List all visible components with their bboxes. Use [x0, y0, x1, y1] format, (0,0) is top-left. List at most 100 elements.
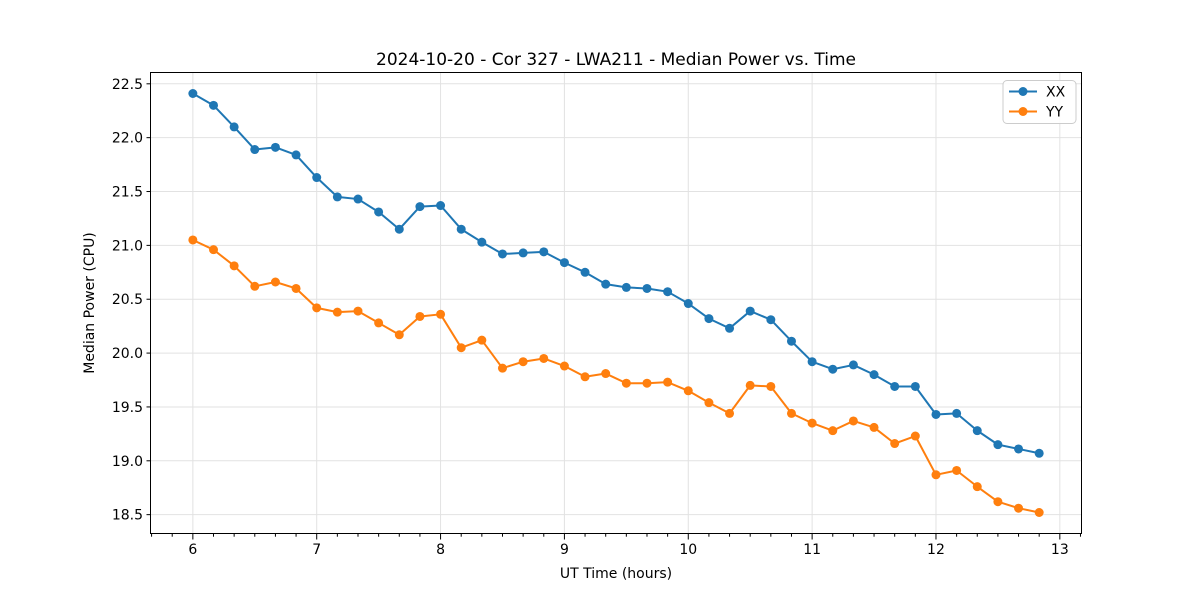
data-point-xx	[972, 426, 982, 436]
data-point-xx	[642, 283, 652, 293]
data-point-xx	[766, 315, 776, 325]
y-tick-label: 19.0	[112, 454, 143, 470]
legend-entry-xx: XX	[1009, 85, 1066, 101]
data-point-yy	[601, 369, 611, 379]
data-point-yy	[580, 372, 590, 382]
data-point-yy	[869, 422, 879, 432]
data-point-xx	[291, 150, 301, 160]
y-tick-label: 19.5	[112, 400, 143, 416]
y-axis-label: Median Power (CPU)	[82, 232, 98, 374]
data-point-xx	[1014, 444, 1024, 454]
data-point-xx	[270, 142, 280, 152]
data-point-xx	[229, 122, 239, 132]
x-tick-label: 6	[188, 542, 197, 558]
data-point-xx	[786, 336, 796, 346]
data-point-xx	[518, 248, 528, 258]
data-point-yy	[518, 357, 528, 367]
data-point-yy	[188, 235, 198, 245]
data-point-yy	[931, 470, 941, 480]
data-point-yy	[539, 353, 549, 363]
data-point-xx	[250, 145, 260, 155]
data-point-yy	[848, 416, 858, 426]
data-point-yy	[332, 307, 342, 317]
legend: XX YY	[1002, 80, 1077, 124]
data-point-yy	[1014, 503, 1024, 513]
data-point-yy	[415, 311, 425, 321]
data-point-yy	[250, 281, 260, 291]
data-point-xx	[807, 357, 817, 367]
tick-layer: 6 7 8 9 10 11 12 13 18.5 19.0 19.5 20.0 20.5 21.0 21.5…	[112, 77, 1081, 558]
x-tick-label: 10	[679, 542, 697, 558]
y-tick-label: 20.0	[112, 346, 143, 362]
data-point-xx	[436, 201, 446, 211]
data-point-yy	[766, 381, 776, 391]
series-line-yy	[191, 238, 1041, 514]
data-point-yy	[291, 283, 301, 293]
legend-entry-yy: YY	[1009, 105, 1064, 121]
data-point-xx	[353, 194, 363, 204]
data-point-xx	[890, 381, 900, 391]
data-point-xx	[539, 247, 549, 257]
data-point-yy	[436, 309, 446, 319]
data-point-xx	[745, 306, 755, 316]
data-point-yy	[952, 465, 962, 475]
x-tick-label: 11	[803, 542, 821, 558]
data-point-xx	[188, 89, 198, 99]
data-point-xx	[601, 279, 611, 289]
data-point-xx	[828, 364, 838, 374]
data-point-yy	[663, 377, 673, 387]
data-point-xx	[332, 192, 342, 202]
data-point-xx	[952, 408, 962, 418]
x-tick-label: 13	[1051, 542, 1069, 558]
data-point-xx	[497, 249, 507, 259]
data-point-xx	[931, 409, 941, 419]
data-point-yy	[374, 318, 384, 328]
data-point-yy	[683, 386, 693, 396]
data-point-xx	[848, 360, 858, 370]
data-point-yy	[890, 439, 900, 449]
data-point-xx	[209, 100, 219, 110]
data-point-xx	[704, 314, 714, 324]
data-point-yy	[642, 378, 652, 388]
data-point-yy	[621, 378, 631, 388]
data-point-xx	[456, 224, 466, 234]
series-layer	[188, 89, 1044, 517]
data-point-yy	[497, 363, 507, 373]
data-point-yy	[559, 361, 569, 371]
data-point-yy	[704, 398, 714, 408]
data-point-xx	[869, 370, 879, 380]
data-point-yy	[312, 303, 322, 313]
data-point-xx	[993, 440, 1003, 450]
data-point-xx	[683, 299, 693, 309]
grid-layer	[150, 72, 1082, 534]
data-point-yy	[745, 380, 755, 390]
data-point-yy	[477, 335, 487, 345]
y-tick-label: 22.0	[112, 131, 143, 147]
series-line-xx	[191, 92, 1041, 455]
data-point-xx	[374, 207, 384, 217]
data-point-yy	[993, 497, 1003, 507]
data-point-xx	[415, 202, 425, 212]
data-point-xx	[394, 224, 404, 234]
x-axis-label: UT Time (hours)	[560, 566, 672, 582]
data-point-yy	[1034, 507, 1044, 517]
data-point-yy	[828, 426, 838, 436]
y-tick-label: 22.5	[112, 77, 143, 93]
legend-marker-xx	[1018, 87, 1028, 96]
data-point-xx	[663, 287, 673, 297]
y-tick-label: 20.5	[112, 292, 143, 308]
data-point-yy	[807, 418, 817, 428]
data-point-yy	[270, 277, 280, 287]
y-tick-label: 21.5	[112, 185, 143, 201]
data-point-yy	[394, 330, 404, 340]
data-point-yy	[786, 408, 796, 418]
y-tick-label: 18.5	[112, 508, 143, 524]
data-point-yy	[910, 431, 920, 441]
legend-label-yy: YY	[1045, 105, 1064, 121]
chart-title: 2024-10-20 - Cor 327 - LWA211 - Median P…	[376, 50, 856, 70]
y-tick-label: 21.0	[112, 238, 143, 254]
data-point-xx	[477, 237, 487, 247]
data-point-yy	[456, 343, 466, 353]
data-point-xx	[559, 258, 569, 268]
